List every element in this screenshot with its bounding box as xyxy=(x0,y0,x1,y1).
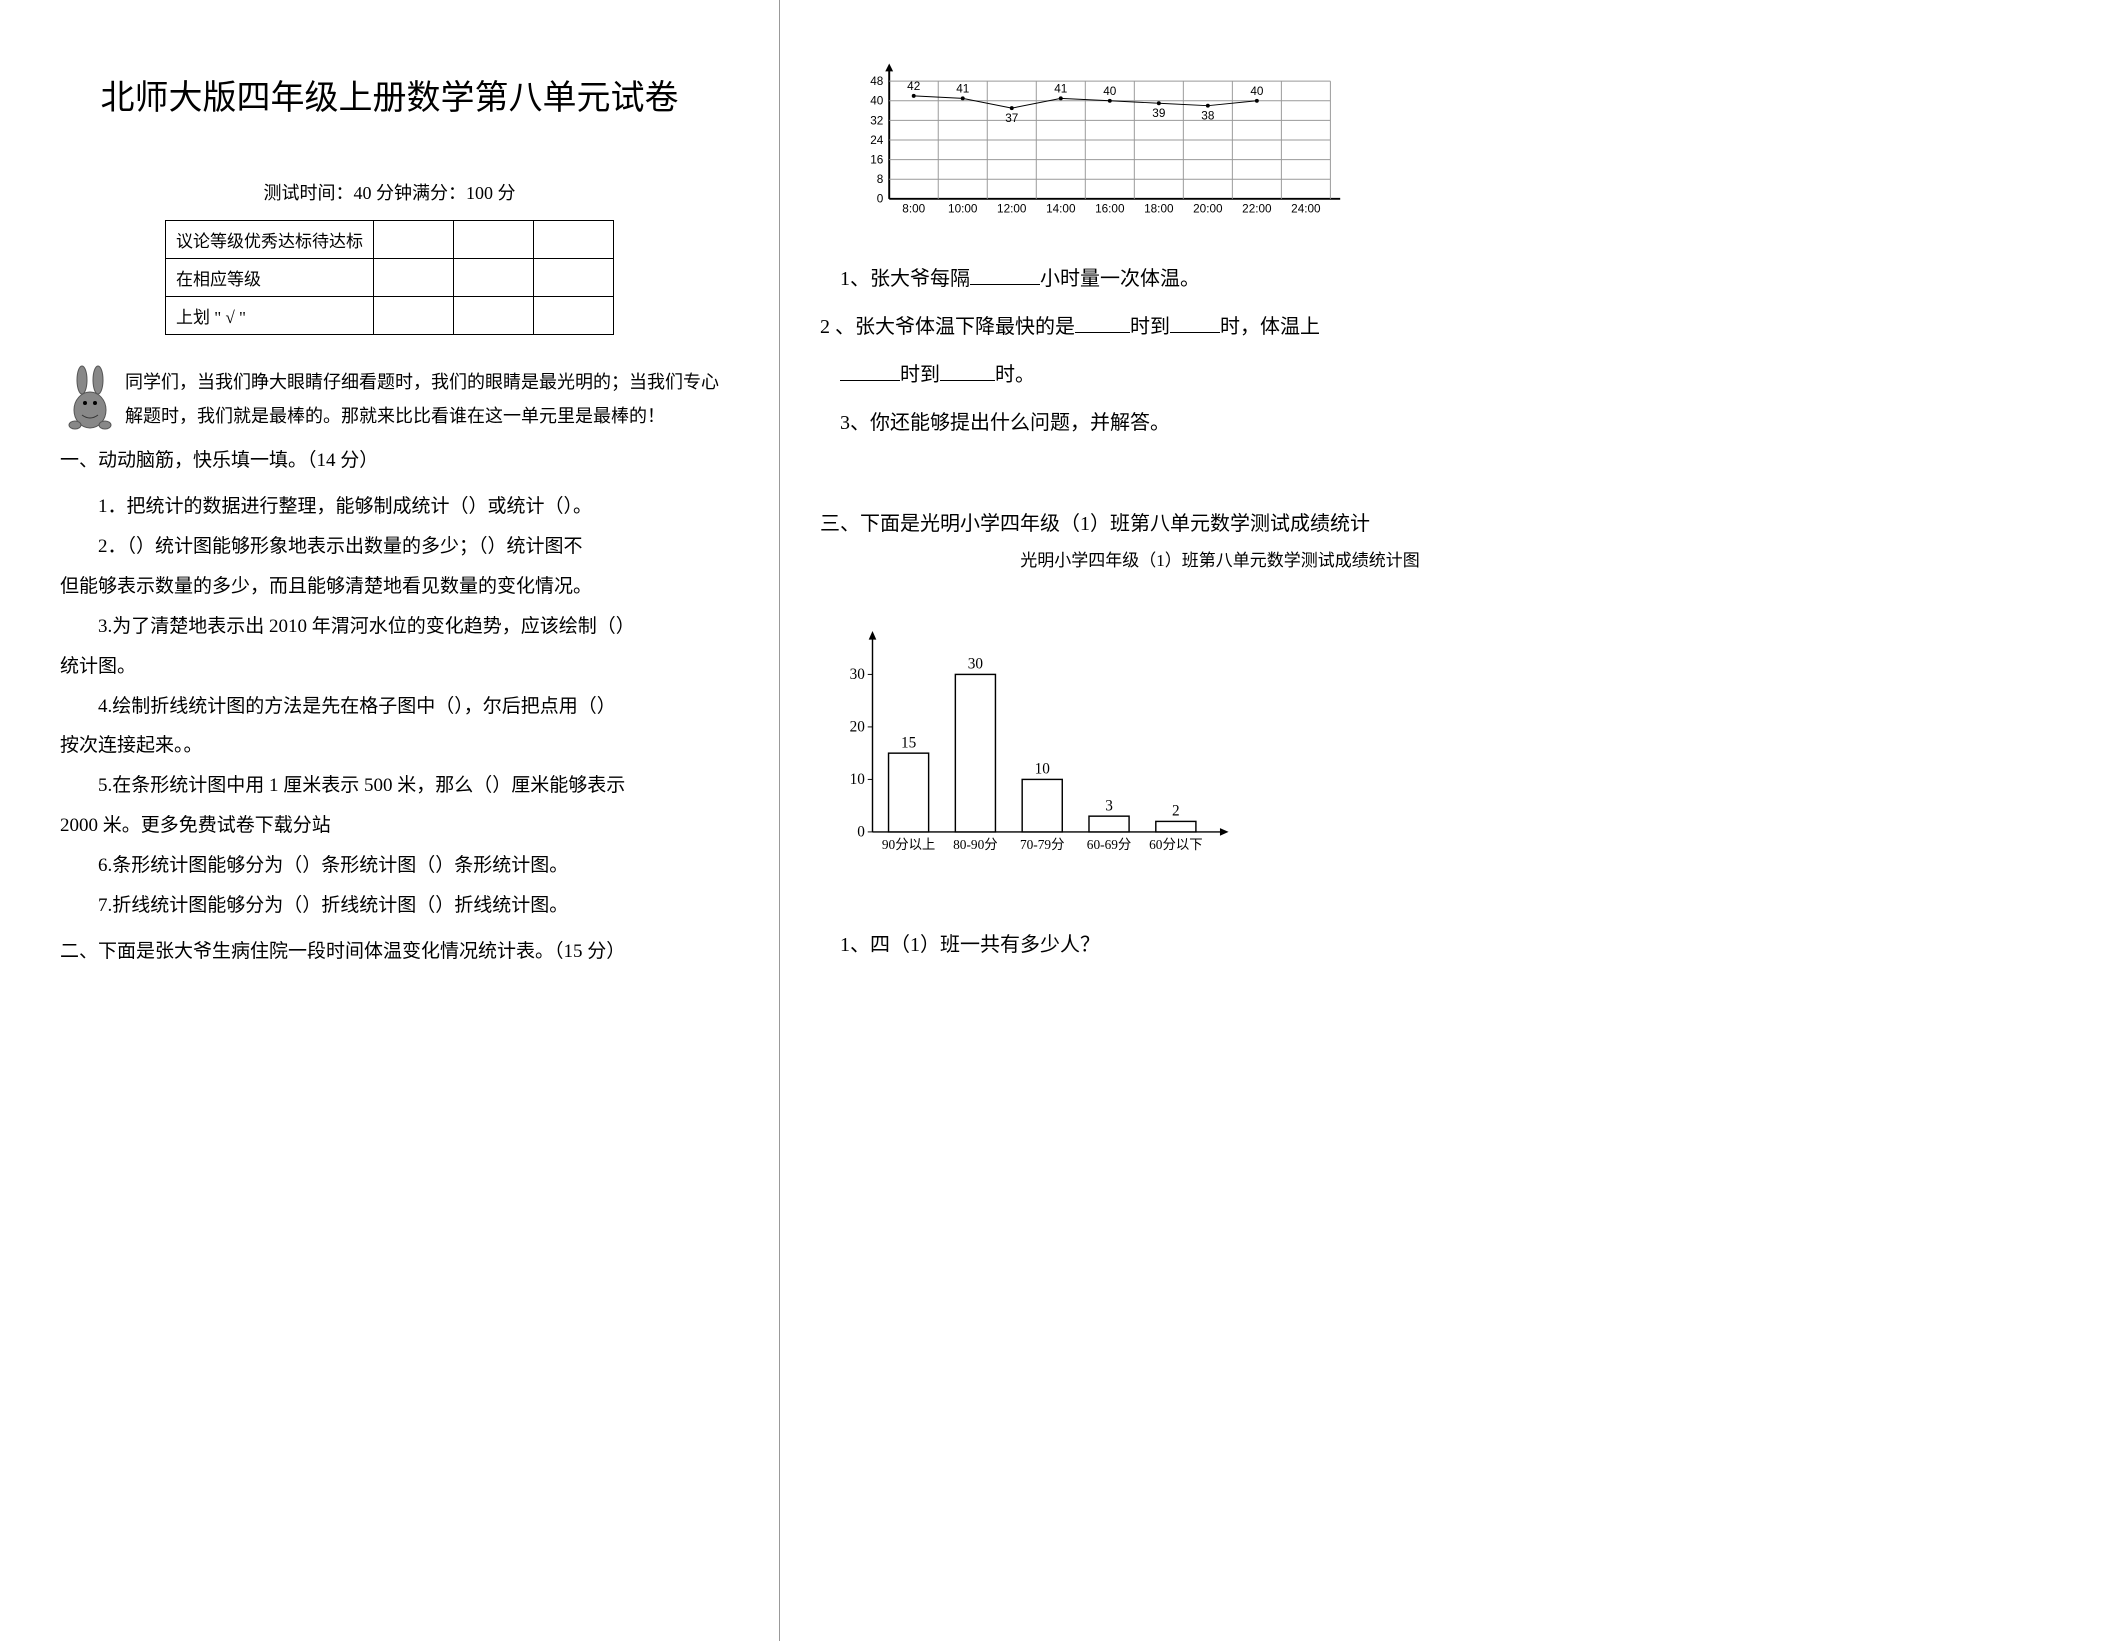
grade-cell xyxy=(534,297,614,335)
q4: 4.绘制折线统计图的方法是先在格子图中（），尔后把点用（） xyxy=(60,687,719,727)
q7: 7.折线统计图能够分为（）折线统计图（）折线统计图。 xyxy=(60,886,719,926)
svg-text:80-90分: 80-90分 xyxy=(953,837,998,852)
svg-text:60分以下: 60分以下 xyxy=(1149,837,1202,852)
svg-text:70-79分: 70-79分 xyxy=(1020,837,1065,852)
q5b: 2000 米。更多免费试卷下载分站 xyxy=(60,806,719,846)
svg-text:30: 30 xyxy=(968,656,984,673)
svg-text:24:00: 24:00 xyxy=(1291,203,1321,216)
svg-text:8:00: 8:00 xyxy=(902,203,925,216)
svg-text:32: 32 xyxy=(870,114,883,127)
svg-text:37: 37 xyxy=(1005,112,1018,125)
r-q4: 1、四（1）班一共有多少人？ xyxy=(840,921,1620,969)
svg-text:24: 24 xyxy=(870,134,884,147)
grade-cell xyxy=(454,297,534,335)
svg-text:0: 0 xyxy=(857,824,865,841)
svg-text:20: 20 xyxy=(850,719,866,736)
temperature-chart: 0 8 16 24 32 40 48 8:00 10:00 12:00 14:00 16:00 18:0… xyxy=(850,40,1350,240)
q4b: 按次连接起来。。 xyxy=(60,726,719,766)
score-bar-chart: 0 10 20 30 15 90分以上 30 80-90分 10 70-79分 3 60-69分 2 60… xyxy=(820,606,1240,886)
section1-head: 一、动动脑筋，快乐填一填。（14 分） xyxy=(60,443,719,479)
grade-cell xyxy=(374,259,454,297)
svg-text:38: 38 xyxy=(1201,109,1215,122)
svg-text:90分以上: 90分以上 xyxy=(882,837,935,852)
grade-cell: 议论等级优秀达标待达标 xyxy=(166,221,374,259)
meta-line: 测试时间：40 分钟满分：100 分 xyxy=(60,179,719,205)
svg-text:0: 0 xyxy=(877,193,884,206)
r-q3: 3、你还能够提出什么问题，并解答。 xyxy=(840,399,1620,447)
svg-text:40: 40 xyxy=(870,95,884,108)
grade-cell xyxy=(454,259,534,297)
grade-table: 议论等级优秀达标待达标 在相应等级 上划 " √ " xyxy=(165,220,614,335)
svg-text:16: 16 xyxy=(870,154,884,167)
q6: 6.条形统计图能够分为（）条形统计图（）条形统计图。 xyxy=(60,846,719,886)
svg-text:15: 15 xyxy=(901,734,917,751)
bar-chart-title: 光明小学四年级（1）班第八单元数学测试成绩统计图 xyxy=(820,546,1620,571)
grade-cell xyxy=(374,297,454,335)
svg-text:39: 39 xyxy=(1152,107,1165,120)
svg-text:10:00: 10:00 xyxy=(948,203,978,216)
r-q2: 2 、张大爷体温下降最快的是时到时，体温上 xyxy=(820,303,1620,351)
svg-text:41: 41 xyxy=(1054,82,1067,95)
intro-text: 同学们，当我们睁大眼睛仔细看题时，我们的眼睛是最光明的；当我们专心解题时，我们就… xyxy=(125,365,719,433)
section2-head: 二、下面是张大爷生病住院一段时间体温变化情况统计表。（15 分） xyxy=(60,934,719,970)
svg-text:12:00: 12:00 xyxy=(997,203,1027,216)
q2b: 但能够表示数量的多少，而且能够清楚地看见数量的变化情况。 xyxy=(60,567,719,607)
q5: 5.在条形统计图中用 1 厘米表示 500 米，那么（）厘米能够表示 xyxy=(60,766,719,806)
svg-text:3: 3 xyxy=(1105,797,1113,814)
grade-cell xyxy=(454,221,534,259)
q2: 2．（）统计图能够形象地表示出数量的多少；（）统计图不 xyxy=(60,527,719,567)
svg-text:41: 41 xyxy=(956,82,969,95)
svg-text:10: 10 xyxy=(1035,761,1051,778)
r-q2-line2: 时到时。 xyxy=(840,351,1620,399)
q1: 1．把统计的数据进行整理，能够制成统计（）或统计（）。 xyxy=(60,487,719,527)
svg-text:2: 2 xyxy=(1172,803,1180,820)
section3-head: 三、下面是光明小学四年级（1）班第八单元数学测试成绩统计 xyxy=(820,507,1620,536)
svg-text:48: 48 xyxy=(870,75,884,88)
svg-text:40: 40 xyxy=(1250,85,1264,98)
svg-text:14:00: 14:00 xyxy=(1046,203,1076,216)
svg-text:40: 40 xyxy=(1103,85,1117,98)
svg-text:20:00: 20:00 xyxy=(1193,203,1223,216)
grade-cell: 上划 " √ " xyxy=(166,297,374,335)
svg-text:22:00: 22:00 xyxy=(1242,203,1272,216)
svg-text:16:00: 16:00 xyxy=(1095,203,1125,216)
page-title: 北师大版四年级上册数学第八单元试卷 xyxy=(60,70,719,119)
r-q1: 1、张大爷每隔小时量一次体温。 xyxy=(840,255,1620,303)
svg-text:30: 30 xyxy=(850,666,866,683)
svg-text:8: 8 xyxy=(877,173,884,186)
grade-cell xyxy=(534,221,614,259)
rabbit-icon xyxy=(60,365,120,435)
svg-text:18:00: 18:00 xyxy=(1144,203,1174,216)
grade-cell xyxy=(374,221,454,259)
grade-cell xyxy=(534,259,614,297)
grade-cell: 在相应等级 xyxy=(166,259,374,297)
svg-text:60-69分: 60-69分 xyxy=(1087,837,1132,852)
q3b: 统计图。 xyxy=(60,647,719,687)
svg-text:10: 10 xyxy=(850,771,866,788)
q3: 3.为了清楚地表示出 2010 年渭河水位的变化趋势，应该绘制（） xyxy=(60,607,719,647)
svg-text:42: 42 xyxy=(907,80,920,93)
